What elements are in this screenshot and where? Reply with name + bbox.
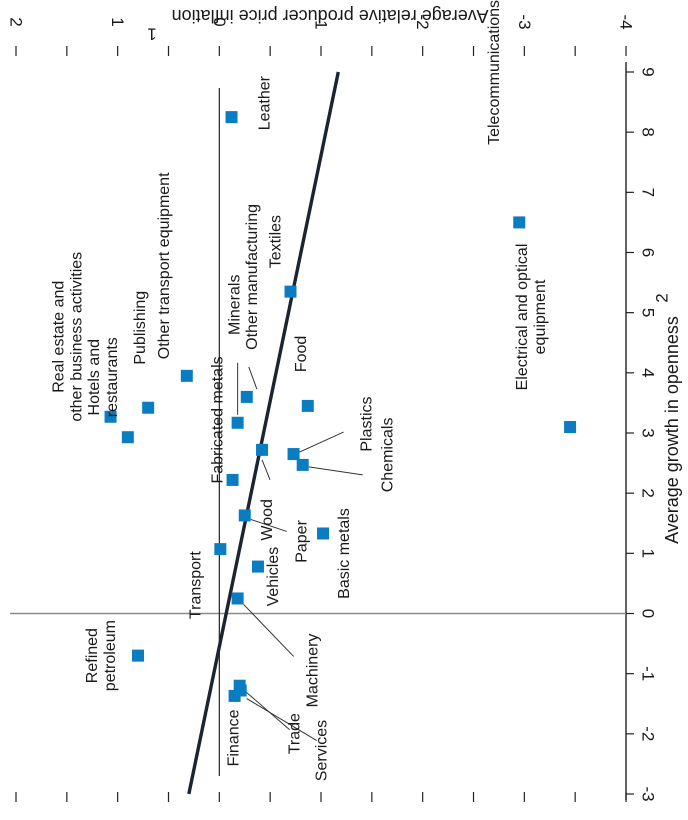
data-point xyxy=(256,443,269,456)
point-label: Services xyxy=(314,720,331,781)
point-label: Vehicles xyxy=(265,547,282,607)
point-labels: Leather Telecommunications Textiles Other t… xyxy=(51,0,550,781)
data-point xyxy=(234,684,247,697)
data-point xyxy=(301,399,314,412)
point-label: Machinery xyxy=(305,634,322,708)
point-label: Real estate andother business activities xyxy=(51,252,86,422)
inflation-tick-label: -4 xyxy=(617,14,636,29)
openness-tick-label: 1 xyxy=(639,549,658,558)
data-point xyxy=(564,420,577,433)
data-point xyxy=(214,543,227,556)
openness-tick-label: 5 xyxy=(639,308,658,317)
axis-ticks: -4 -3 -2 -1 0 1 2 -3 -2 -1 0 1 2 3 4 5 6 7 8 9 xyxy=(7,14,658,802)
data-points xyxy=(104,111,577,702)
point-label: Leather xyxy=(257,75,274,130)
openness-axis-title-superscript: 2 xyxy=(653,293,672,302)
openness-tick-label: -3 xyxy=(639,786,658,801)
openness-tick-label: 8 xyxy=(639,127,658,136)
point-label: Minerals xyxy=(227,275,244,335)
openness-tick-label: 6 xyxy=(639,248,658,257)
axis-titles: Average relative producer price inflatio… xyxy=(147,6,682,544)
openness-tick-label: -2 xyxy=(639,726,658,741)
inflation-tick-label: -3 xyxy=(515,14,534,29)
point-label: Wood xyxy=(259,499,276,541)
inflation-axis-title-superscript: 1 xyxy=(147,25,156,44)
inflation-tick-label: -2 xyxy=(413,14,432,29)
data-point xyxy=(225,111,238,124)
data-point xyxy=(180,369,193,382)
label-leader-line xyxy=(308,466,363,476)
point-label: Electrical and opticalequipment xyxy=(514,244,549,391)
data-point xyxy=(287,448,300,461)
data-point xyxy=(238,509,251,522)
label-leader-line xyxy=(250,518,287,532)
zero-lines xyxy=(10,88,626,776)
data-point xyxy=(231,592,244,605)
inflation-tick-label: 2 xyxy=(7,17,26,26)
trend-line xyxy=(187,71,340,795)
label-leader-line xyxy=(248,366,258,390)
inflation-tick-label: 0 xyxy=(210,17,229,26)
data-point xyxy=(231,416,244,429)
data-point xyxy=(513,216,526,229)
point-label: Hotels andrestaurants xyxy=(86,337,121,417)
openness-tick-label: 7 xyxy=(639,188,658,197)
data-point xyxy=(121,431,134,444)
openness-tick-label: 0 xyxy=(639,609,658,618)
label-leader-line xyxy=(246,698,317,741)
point-label: Food xyxy=(293,336,310,372)
point-label: Plastics xyxy=(359,396,376,451)
data-point xyxy=(226,473,239,486)
data-point xyxy=(317,527,330,540)
point-label: Telecommunications xyxy=(486,0,503,145)
openness-tick-label: 4 xyxy=(639,368,658,377)
point-label: Fabricated metals xyxy=(210,356,227,483)
inflation-axis-title: Average relative producer price inflatio… xyxy=(172,6,489,26)
openness-tick-label: 2 xyxy=(639,488,658,497)
openness-tick-label: 9 xyxy=(639,67,658,76)
point-label: Paper xyxy=(294,519,311,562)
point-label: Finance xyxy=(226,709,243,766)
point-label: Chemicals xyxy=(380,418,397,493)
data-point xyxy=(251,560,264,573)
label-leader-line xyxy=(261,459,271,481)
data-point xyxy=(142,401,155,414)
point-label: Other manufacturing xyxy=(244,204,261,350)
point-label: Trade xyxy=(287,713,304,754)
label-leader-line xyxy=(299,431,344,453)
data-point xyxy=(132,649,144,662)
label-leader-lines xyxy=(237,362,363,741)
data-point xyxy=(284,285,297,298)
inflation-tick-label: 1 xyxy=(108,17,127,26)
openness-tick-label: 3 xyxy=(639,428,658,437)
data-point xyxy=(240,390,253,403)
trend-line-group xyxy=(187,71,340,795)
point-label: Textiles xyxy=(268,215,285,268)
point-label: Refinedpetroleum xyxy=(84,620,119,691)
point-label: Basic metals xyxy=(336,508,353,599)
inflation-tick-label: -1 xyxy=(312,14,331,29)
label-leader-line xyxy=(243,604,294,657)
data-point xyxy=(296,458,309,471)
point-label: Publishing xyxy=(132,291,149,365)
point-label: Transport xyxy=(187,551,204,619)
openness-tick-label: -1 xyxy=(639,666,658,681)
data-point xyxy=(104,410,117,423)
openness-axis-title: Average growth in openness xyxy=(662,316,682,544)
point-label: Other transport equipment xyxy=(156,172,173,359)
